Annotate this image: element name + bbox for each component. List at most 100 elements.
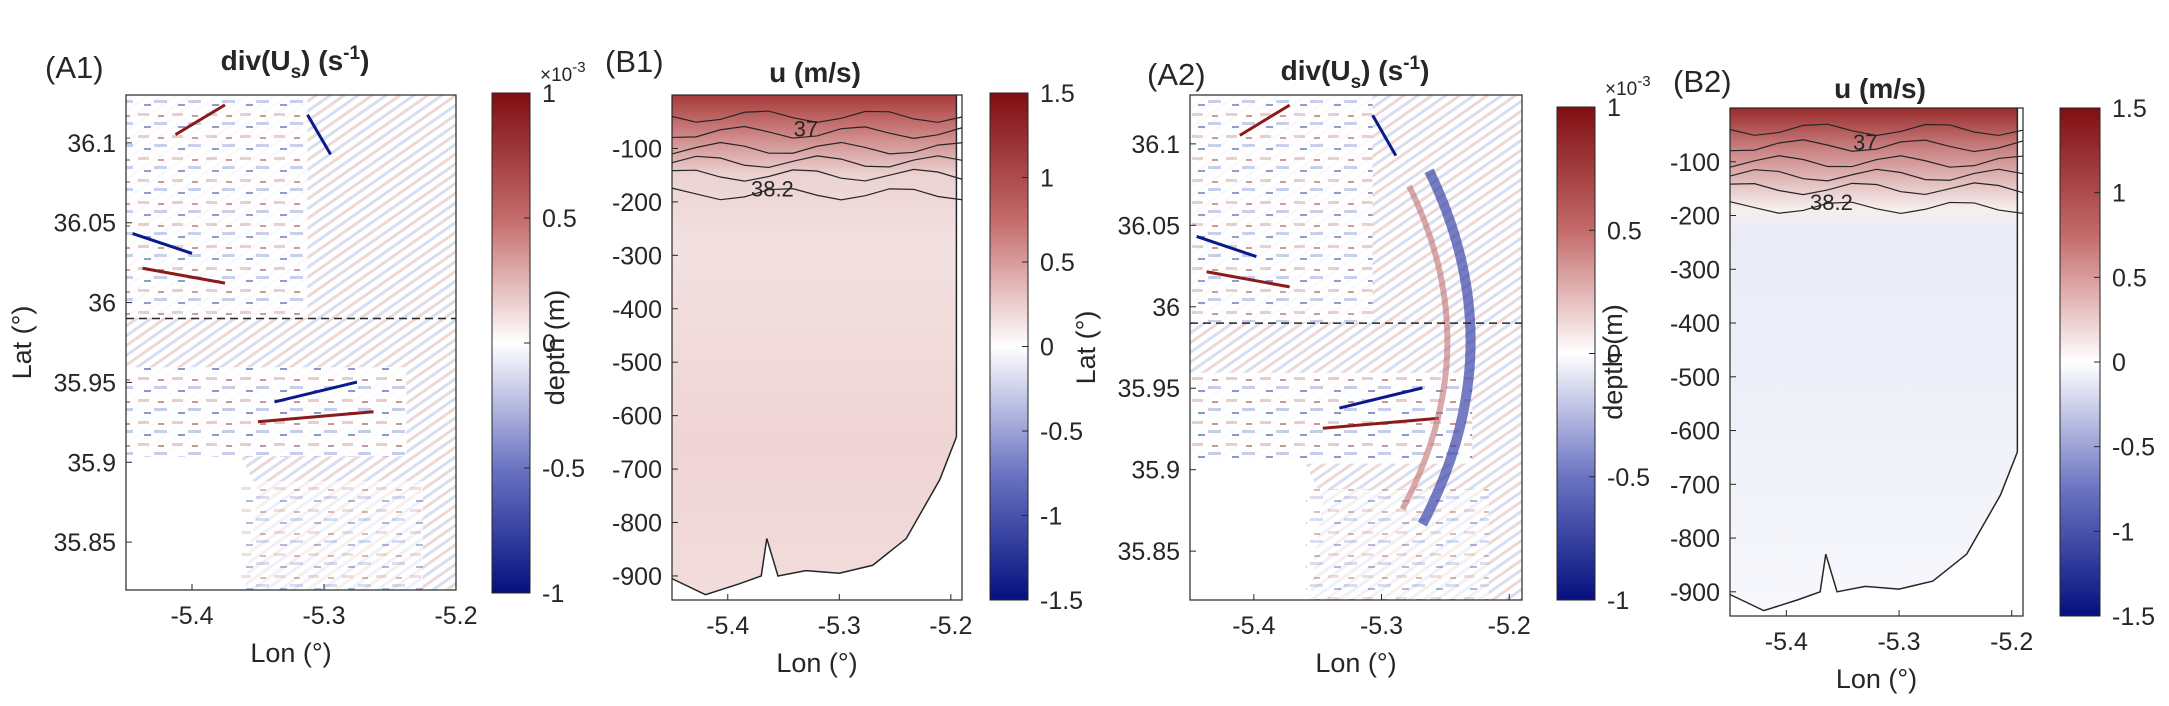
y-tick-label: -200 xyxy=(612,189,662,217)
wave-front xyxy=(1399,184,1451,511)
colorbar-tick-label: -1 xyxy=(2112,518,2134,546)
colorbar-tick-label: 1 xyxy=(542,80,556,108)
colorbar xyxy=(2059,107,2101,617)
y-axis-label: Lat (°) xyxy=(1071,311,1101,385)
colorbar-tick-label: 0 xyxy=(2112,349,2126,377)
y-tick-label: -300 xyxy=(1670,256,1720,284)
y-axis-label: depth (m) xyxy=(540,290,570,406)
y-tick-label: 35.95 xyxy=(53,369,116,397)
y-tick-label: 36 xyxy=(1152,294,1180,322)
bathymetry-line xyxy=(671,95,958,596)
colorbar-tick-label: -1 xyxy=(1607,587,1629,615)
isohaline-contour xyxy=(1729,201,2024,215)
colorbar-tick-label: 1 xyxy=(1040,165,1054,193)
colorbar xyxy=(491,92,531,594)
x-tick-label: -5.2 xyxy=(1990,628,2033,656)
isohaline-contour xyxy=(1729,168,2024,182)
x-axis-label: Lon (°) xyxy=(1836,664,1917,694)
contour-label-38-2: 38.2 xyxy=(751,177,794,202)
colorbar-tick-label: 0.5 xyxy=(2112,264,2147,292)
panel-title: u (m/s) xyxy=(1834,73,1926,104)
x-tick-label: -5.4 xyxy=(1765,628,1808,656)
turbulent-region-north xyxy=(1190,95,1373,323)
y-tick-label: -300 xyxy=(612,242,662,270)
panel-label: (A2) xyxy=(1147,57,1206,92)
colorbar-tick-label: 0 xyxy=(542,330,556,358)
colorbar xyxy=(989,92,1029,601)
x-tick-label: -5.2 xyxy=(929,612,972,640)
colorbar-multiplier: ×10-3 xyxy=(1605,73,1651,100)
y-tick-label: 36.1 xyxy=(67,130,116,158)
isohaline-contour xyxy=(671,168,963,182)
panel-title: div(Us) (s-1) xyxy=(221,43,370,83)
colorbar-tick-label: 0.5 xyxy=(542,205,577,233)
colorbar-tick-label: 1.5 xyxy=(1040,80,1075,108)
title-superscript: -1 xyxy=(343,43,360,64)
panel-a2: -5.4 -5.3 -5.2 35.85 35.9 35.95 36 36.05 36.1 Lon… xyxy=(1071,53,1651,678)
colorbar-tick-label: 1 xyxy=(2112,180,2126,208)
streak xyxy=(142,266,226,285)
isohaline-contour xyxy=(1729,139,2024,153)
turbulent-region-north xyxy=(126,95,308,318)
title-subscript: s xyxy=(291,62,302,83)
y-tick-label: 35.85 xyxy=(1117,538,1180,566)
streak xyxy=(1322,416,1440,430)
y-tick-label: -800 xyxy=(1670,525,1720,553)
colorbar-tick-label: -1 xyxy=(542,580,564,608)
x-tick-label: -5.3 xyxy=(818,612,861,640)
colorbar xyxy=(1556,106,1596,601)
colorbar-tick-label: 0.5 xyxy=(1040,249,1075,277)
y-tick-label: 36.05 xyxy=(53,210,116,238)
y-tick-label: -600 xyxy=(1670,418,1720,446)
title-end: ) xyxy=(360,45,369,76)
streak xyxy=(1239,103,1291,137)
streak xyxy=(174,103,226,136)
axes-frame xyxy=(125,94,457,591)
land-mask xyxy=(1190,458,1323,600)
streak xyxy=(1371,114,1398,157)
isohaline-contour xyxy=(671,125,963,139)
streak xyxy=(274,380,358,404)
isohaline-contour xyxy=(671,141,963,155)
streak xyxy=(1196,234,1257,259)
streak xyxy=(132,232,193,255)
colorbar-tick-label: -0.5 xyxy=(542,455,585,483)
streak xyxy=(257,410,374,424)
x-tick-label: -5.2 xyxy=(434,602,477,630)
y-tick-label: -700 xyxy=(612,456,662,484)
y-tick-label: -100 xyxy=(1670,149,1720,177)
y-tick-label: -700 xyxy=(1670,471,1720,499)
y-tick-label: 36.05 xyxy=(1117,212,1180,240)
x-axis-label: Lon (°) xyxy=(776,648,857,678)
y-axis-label: Lat (°) xyxy=(7,306,37,380)
isohaline-contour xyxy=(1729,182,2024,196)
colorbar-multiplier-exp: -3 xyxy=(572,59,585,76)
land-mask xyxy=(126,451,258,590)
axes-frame xyxy=(1189,94,1523,601)
colorbar-tick-label: -0.5 xyxy=(1607,464,1650,492)
panel-title: div(Us) (s-1) xyxy=(1281,53,1430,93)
isohaline-contour xyxy=(1729,123,2024,137)
x-tick-label: -5.4 xyxy=(706,612,749,640)
colorbar-tick-label: 0 xyxy=(1607,341,1621,369)
title-superscript: -1 xyxy=(1403,53,1420,74)
y-tick-label: -800 xyxy=(612,510,662,538)
title-subscript: s xyxy=(1351,72,1362,93)
panel-label: (B2) xyxy=(1673,64,1732,99)
colorbar-tick-label: -1.5 xyxy=(1040,587,1083,615)
streak xyxy=(306,114,332,156)
panel-label: (B1) xyxy=(605,44,664,79)
y-axis-label: depth (m) xyxy=(1598,304,1628,420)
y-tick-label: -400 xyxy=(612,296,662,324)
y-tick-label: -200 xyxy=(1670,203,1720,231)
colorbar-tick-label: 0 xyxy=(1040,334,1054,362)
contour-label-38-2: 38.2 xyxy=(1810,190,1853,215)
velocity-field xyxy=(672,95,957,595)
isohaline-contour xyxy=(671,155,963,169)
y-tick-label: 36.1 xyxy=(1131,131,1180,159)
panels: -5.4 -5.3 -5.2 35.85 35.9 35.95 36 36.05 36.1 Lon… xyxy=(7,43,2155,694)
title-unit: ) (s xyxy=(1361,55,1403,86)
contour-label-37: 37 xyxy=(1853,130,1877,155)
